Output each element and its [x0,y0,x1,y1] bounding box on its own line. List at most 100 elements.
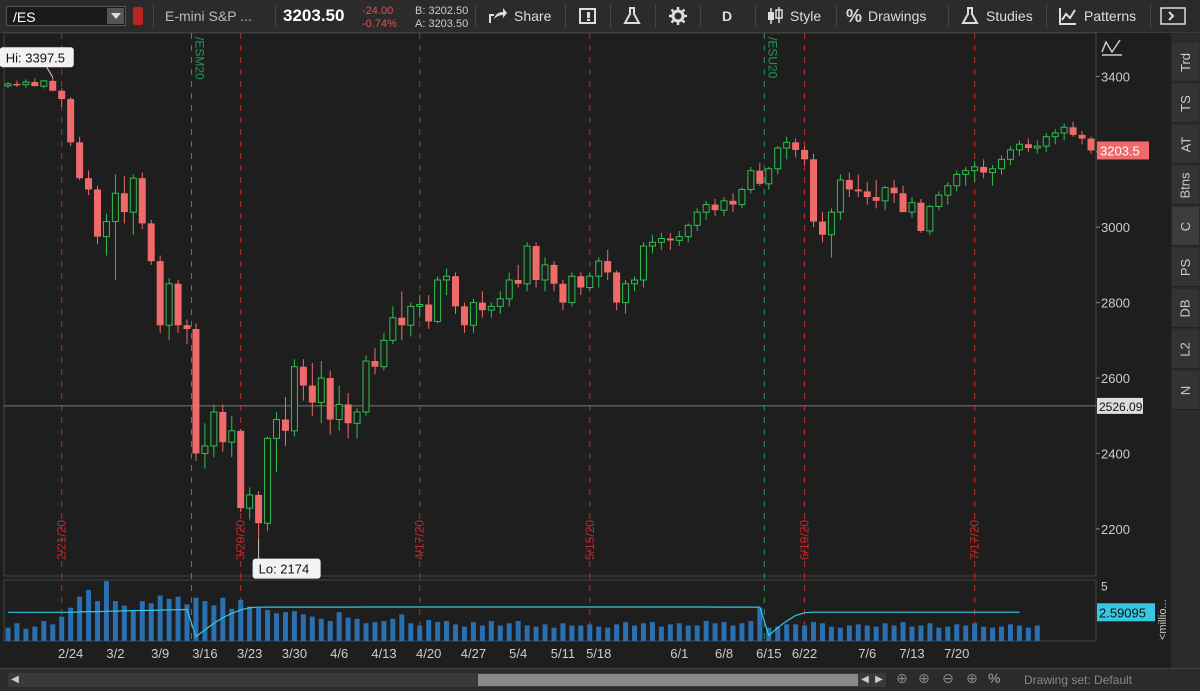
sidebar-tab-n[interactable]: N [1172,371,1199,410]
volume-bar [640,623,646,641]
volume-bar [300,614,306,641]
toolbar-divider [948,4,949,28]
scroll-right-icon[interactable]: ▶ [875,674,883,685]
candle-body [836,179,844,213]
volume-bar [130,609,136,641]
volume-bar [175,596,181,641]
volume-bar [354,618,360,641]
candle-body [675,236,683,241]
candle [94,185,102,245]
candle-body [926,205,934,232]
candle [720,197,728,216]
notes-button[interactable] [578,0,598,32]
volume-bar [784,624,790,641]
patterns-button[interactable]: Patterns [1058,0,1136,32]
flag-icon[interactable] [133,7,143,25]
pan-icon[interactable]: ⊕ [896,670,908,686]
settings-button[interactable] [668,0,688,32]
candle-body [639,245,647,281]
hi-callout-label: Hi: 3397.5 [6,50,65,65]
volume-bar [1034,625,1040,641]
candle [496,291,504,314]
symbol-selector[interactable]: /ES [6,6,126,26]
volume-bar [193,597,199,641]
zoom-out-icon[interactable]: ⊖ [942,670,954,686]
volume-bar [309,616,315,641]
sidebar-tab-c[interactable]: C [1172,207,1199,246]
candle [147,219,155,265]
candle-body [854,189,862,192]
lab-button[interactable] [622,0,642,32]
scroll-left-icon[interactable]: ◀ [11,674,19,685]
candle-body [156,261,164,326]
candle-body [380,339,388,368]
candle [568,272,576,307]
candle-body [469,302,477,326]
candle-body [335,403,343,421]
volume-bar [381,621,387,641]
collapse-icon [1160,7,1186,25]
scroll-thumb[interactable] [478,674,858,686]
candle-body [281,419,289,431]
x-tick-label: 2/24 [58,646,83,661]
sidebar-tab-btns[interactable]: Btns [1172,166,1199,205]
candle [729,193,737,213]
candle-body [192,329,200,454]
candle-body [344,404,352,424]
sidebar-tab-ps[interactable]: PS [1172,248,1199,287]
volume-bar [488,621,494,641]
studies-button[interactable]: Studies [960,0,1033,32]
candle-body [971,166,979,172]
candle-body [147,223,155,262]
candle-body [702,204,710,213]
symbol-dropdown-icon[interactable] [107,8,124,24]
sidebar-tab-db[interactable]: DB [1172,289,1199,328]
contract-roll-label: /ESU20 [765,37,779,79]
sidebar-tab-trd[interactable]: Trd [1172,43,1199,82]
drawings-button[interactable]: % Drawings [846,0,926,32]
candle-body [219,411,227,443]
last-price-label: 3203.5 [1100,143,1140,158]
volume-bar [649,622,655,641]
candle [398,291,406,341]
candle-body [111,192,119,223]
volume-bar [605,627,611,641]
candle [1042,132,1050,152]
zoom-crosshair-icon[interactable]: ⊕ [918,670,930,686]
candle [362,355,370,416]
price-chart[interactable]: 2/21/20 3/20/20 4/17/20 5/15/20 6/19/20 7/17/… [0,32,1171,668]
candle [1051,129,1059,145]
sidebar-tab-ts[interactable]: TS [1172,84,1199,123]
volume-bar [95,601,101,641]
lo-callout-label: Lo: 2174 [259,562,310,577]
volume-bar [578,625,584,641]
candle-body [532,246,540,280]
candle [120,176,128,224]
candle [971,161,979,182]
more-button[interactable] [1160,0,1186,32]
x-tick-label: 4/20 [416,646,441,661]
volume-bar [14,623,20,641]
net-change: -24.00 [362,5,394,17]
candle-body [1006,149,1014,160]
candle [1078,131,1086,145]
percent-toggle-icon[interactable]: % [988,670,1001,686]
sidebar-tab-l2[interactable]: L2 [1172,330,1199,369]
candle-body [917,202,925,231]
aggregation-button[interactable]: D [722,8,733,24]
candle [881,185,889,211]
share-button[interactable]: Share [488,0,551,32]
volume-bar [739,623,745,641]
sidebar-tab-label: L2 [1178,341,1193,357]
scroll-left-small-icon[interactable]: ◀ [861,674,869,685]
candle [129,174,137,235]
time-scrollbar[interactable]: ◀ ◀ ▶ [8,673,886,687]
volume-bar [748,621,754,641]
zoom-in-icon[interactable]: ⊕ [966,670,978,686]
drawing-set-label[interactable]: Drawing set: Default [1024,673,1133,687]
date-marker-label: 5/15/20 [583,520,597,560]
chart-toolbar: /ES E-mini S&P ... 3203.50 -24.00 -0.74%… [0,0,1200,33]
sidebar-tab-at[interactable]: AT [1172,125,1199,164]
candle [1069,121,1077,137]
style-button[interactable]: Style [766,0,821,32]
